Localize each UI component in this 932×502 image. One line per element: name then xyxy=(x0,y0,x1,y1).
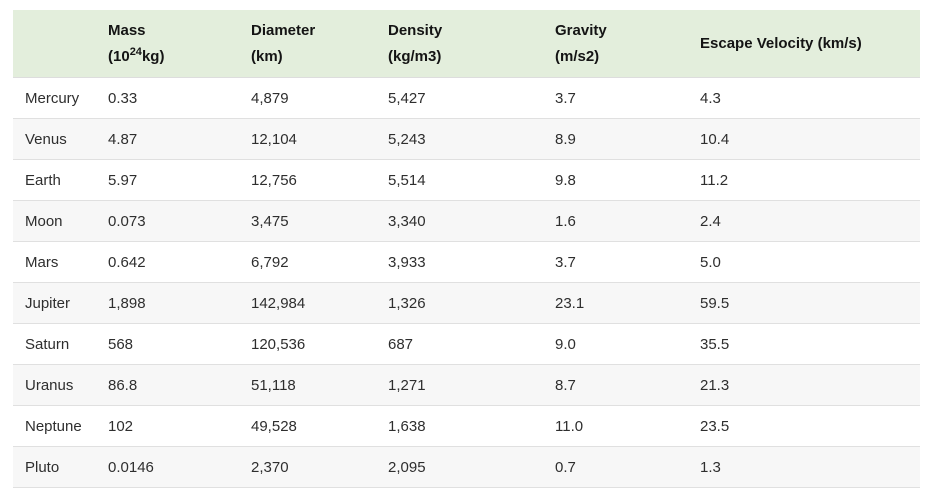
planet-table-container: Mass (1024kg) Diameter (km) Density (kg/… xyxy=(13,10,920,488)
gravity-value: 9.8 xyxy=(543,159,688,201)
planet-name: Saturn xyxy=(13,323,96,365)
escape-velocity-value: 35.5 xyxy=(688,323,920,365)
table-row-mars: Mars 0.642 6,792 3,933 3.7 5.0 xyxy=(13,241,920,283)
gravity-value: 23.1 xyxy=(543,282,688,324)
escape-velocity-value: 59.5 xyxy=(688,282,920,324)
table-row-jupiter: Jupiter 1,898 142,984 1,326 23.1 59.5 xyxy=(13,282,920,324)
escape-velocity-value: 23.5 xyxy=(688,405,920,447)
escape-velocity-value: 1.3 xyxy=(688,446,920,488)
planet-name: Moon xyxy=(13,200,96,242)
header-label: Density xyxy=(388,21,443,39)
escape-velocity-value: 2.4 xyxy=(688,200,920,242)
mass-value: 1,898 xyxy=(96,282,239,324)
gravity-value: 3.7 xyxy=(543,77,688,119)
header-label: Mass xyxy=(108,21,146,39)
density-value: 687 xyxy=(376,323,543,365)
diameter-value: 120,536 xyxy=(239,323,376,365)
table-row-earth: Earth 5.97 12,756 5,514 9.8 11.2 xyxy=(13,159,920,201)
escape-velocity-value: 21.3 xyxy=(688,364,920,406)
density-value: 3,340 xyxy=(376,200,543,242)
header-unit: (km) xyxy=(251,47,283,65)
mass-value: 0.073 xyxy=(96,200,239,242)
mass-value: 0.33 xyxy=(96,77,239,119)
planet-name: Mercury xyxy=(13,77,96,119)
table-row-uranus: Uranus 86.8 51,118 1,271 8.7 21.3 xyxy=(13,364,920,406)
gravity-value: 3.7 xyxy=(543,241,688,283)
density-value: 3,933 xyxy=(376,241,543,283)
table-row-saturn: Saturn 568 120,536 687 9.0 35.5 xyxy=(13,323,920,365)
column-header-diameter: Diameter (km) xyxy=(239,10,376,78)
column-header-density: Density (kg/m3) xyxy=(376,10,543,78)
table-row-pluto: Pluto 0.0146 2,370 2,095 0.7 1.3 xyxy=(13,446,920,488)
escape-velocity-value: 11.2 xyxy=(688,159,920,201)
density-value: 1,638 xyxy=(376,405,543,447)
gravity-value: 8.7 xyxy=(543,364,688,406)
density-value: 5,427 xyxy=(376,77,543,119)
escape-velocity-value: 10.4 xyxy=(688,118,920,160)
mass-value: 86.8 xyxy=(96,364,239,406)
gravity-value: 8.9 xyxy=(543,118,688,160)
mass-value: 0.642 xyxy=(96,241,239,283)
table-body: Mercury 0.33 4,879 5,427 3.7 4.3 Venus 4… xyxy=(13,77,920,488)
diameter-value: 142,984 xyxy=(239,282,376,324)
density-value: 2,095 xyxy=(376,446,543,488)
escape-velocity-value: 4.3 xyxy=(688,77,920,119)
gravity-value: 11.0 xyxy=(543,405,688,447)
density-value: 5,243 xyxy=(376,118,543,160)
mass-value: 0.0146 xyxy=(96,446,239,488)
diameter-value: 4,879 xyxy=(239,77,376,119)
mass-value: 568 xyxy=(96,323,239,365)
mass-value: 102 xyxy=(96,405,239,447)
diameter-value: 12,104 xyxy=(239,118,376,160)
gravity-value: 0.7 xyxy=(543,446,688,488)
planet-name: Venus xyxy=(13,118,96,160)
diameter-value: 12,756 xyxy=(239,159,376,201)
header-label: Gravity xyxy=(555,21,607,39)
column-header-mass: Mass (1024kg) xyxy=(96,10,239,78)
superscript-24: 24 xyxy=(129,45,142,58)
escape-velocity-value: 5.0 xyxy=(688,241,920,283)
header-unit: (m/s2) xyxy=(555,47,600,65)
table-row-mercury: Mercury 0.33 4,879 5,427 3.7 4.3 xyxy=(13,77,920,119)
header-label: Escape Velocity (km/s) xyxy=(700,34,862,52)
header-row: Mass (1024kg) Diameter (km) Density (kg/… xyxy=(13,10,920,78)
density-value: 5,514 xyxy=(376,159,543,201)
density-value: 1,326 xyxy=(376,282,543,324)
header-label: Diameter xyxy=(251,21,316,39)
diameter-value: 6,792 xyxy=(239,241,376,283)
diameter-value: 49,528 xyxy=(239,405,376,447)
mass-value: 5.97 xyxy=(96,159,239,201)
table-row-neptune: Neptune 102 49,528 1,638 11.0 23.5 xyxy=(13,405,920,447)
planet-name: Neptune xyxy=(13,405,96,447)
header-unit: (kg/m3) xyxy=(388,47,442,65)
gravity-value: 1.6 xyxy=(543,200,688,242)
planet-name: Earth xyxy=(13,159,96,201)
table-row-venus: Venus 4.87 12,104 5,243 8.9 10.4 xyxy=(13,118,920,160)
planet-name: Uranus xyxy=(13,364,96,406)
column-header-gravity: Gravity (m/s2) xyxy=(543,10,688,78)
gravity-value: 9.0 xyxy=(543,323,688,365)
diameter-value: 51,118 xyxy=(239,364,376,406)
planet-data-table: Mass (1024kg) Diameter (km) Density (kg/… xyxy=(13,10,920,488)
density-value: 1,271 xyxy=(376,364,543,406)
planet-name: Mars xyxy=(13,241,96,283)
planet-name: Jupiter xyxy=(13,282,96,324)
table-header: Mass (1024kg) Diameter (km) Density (kg/… xyxy=(13,10,920,78)
diameter-value: 2,370 xyxy=(239,446,376,488)
column-header-name xyxy=(13,10,96,78)
diameter-value: 3,475 xyxy=(239,200,376,242)
table-row-moon: Moon 0.073 3,475 3,340 1.6 2.4 xyxy=(13,200,920,242)
header-unit: (1024kg) xyxy=(108,45,165,65)
column-header-escape-velocity: Escape Velocity (km/s) xyxy=(688,10,920,78)
mass-value: 4.87 xyxy=(96,118,239,160)
planet-name: Pluto xyxy=(13,446,96,488)
